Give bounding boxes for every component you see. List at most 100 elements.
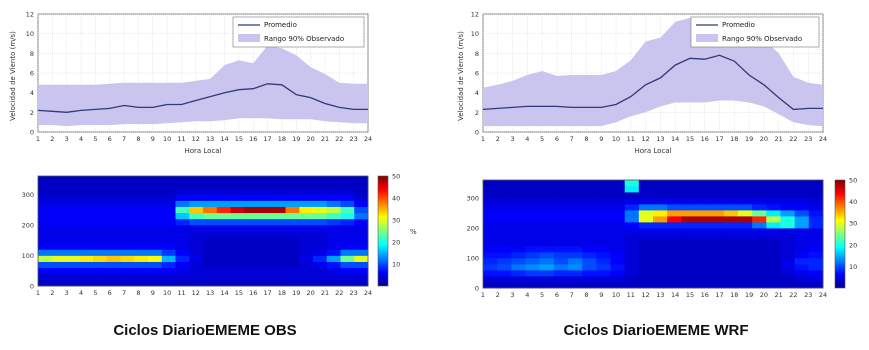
heatmap-cell	[568, 282, 583, 289]
heatmap-cell	[511, 240, 526, 247]
heatmap-cell	[610, 246, 626, 253]
heatmap-cell	[738, 186, 753, 193]
heatmap-cell	[497, 192, 512, 199]
heatmap-cell	[326, 267, 341, 275]
heatmap-cell	[354, 255, 369, 262]
heatmap-cell	[161, 224, 176, 232]
heatmap-cell	[568, 186, 583, 193]
heatmap-cell	[624, 222, 640, 229]
heatmap-cell	[709, 252, 725, 259]
heatmap-cell	[38, 224, 53, 232]
heatmap-cell	[638, 180, 654, 187]
heatmap-cell	[313, 261, 328, 269]
heatmap-cell	[766, 186, 781, 193]
heatmap-cell	[596, 198, 611, 205]
heatmap-cell	[38, 279, 53, 287]
heatmap-cell	[216, 261, 231, 269]
y-tick-label: 200	[22, 221, 34, 229]
heatmap-cell	[134, 273, 149, 281]
heatmap-cell	[271, 237, 286, 244]
heatmap-cell	[79, 255, 94, 262]
heatmap-cell	[483, 282, 498, 289]
heatmap-cell	[134, 176, 149, 183]
heatmap-cell	[653, 180, 668, 187]
heatmap-cell	[326, 255, 341, 262]
heatmap-cell	[93, 231, 108, 238]
heatmap-cell	[175, 279, 190, 287]
heatmap-cell	[511, 246, 526, 253]
heatmap-cell	[539, 282, 555, 289]
heatmap-cell	[624, 204, 640, 211]
heatmap-cell	[203, 200, 218, 207]
colorbar-tick-label: 20	[849, 241, 857, 249]
heatmap-cell	[483, 246, 498, 253]
heatmap-cell	[738, 264, 753, 271]
heatmap-cell	[299, 261, 314, 269]
heatmap-cell	[483, 216, 498, 223]
heatmap-cell	[299, 182, 314, 189]
x-tick-label: 15	[686, 291, 694, 299]
x-tick-label: 20	[306, 135, 314, 143]
heatmap-cell	[65, 237, 80, 244]
heatmap-cell	[203, 231, 218, 238]
heatmap-cell	[780, 186, 796, 193]
heatmap-cell	[653, 234, 668, 241]
heatmap-cell	[723, 180, 739, 187]
heatmap-cell	[568, 264, 583, 271]
heatmap-cell	[175, 212, 190, 220]
heatmap-cell	[653, 216, 668, 223]
heatmap-cell	[326, 261, 341, 269]
wrf-yticks: 0 2 4 6 8 10 12	[471, 11, 479, 137]
heatmap-cell	[326, 249, 341, 256]
heatmap-cell	[38, 267, 53, 275]
heatmap-cell	[175, 218, 190, 226]
heatmap-cell	[106, 224, 121, 232]
obs-wind-speed-chart: Velocidad de Viento (m/s) 1 2 3 4 5 6 7 8 9 10 11 1…	[9, 11, 372, 156]
heatmap-cell	[106, 261, 121, 269]
heatmap-cell	[511, 228, 526, 235]
heatmap-cell	[65, 224, 80, 232]
heatmap-cell	[794, 228, 810, 235]
heatmap-cell	[203, 273, 218, 281]
heatmap-cell	[695, 282, 711, 289]
heatmap-cell	[51, 273, 66, 281]
obs-heatmap-yticks: 0 100 200 300	[22, 191, 34, 291]
heatmap-cell	[695, 192, 711, 199]
wrf-legend-entry-range: Rango 90% Observado	[722, 35, 802, 43]
heatmap-cell	[340, 231, 355, 238]
wrf-heatmap-frame	[482, 179, 824, 289]
heatmap-cell	[483, 240, 498, 247]
x-tick-label: 22	[335, 289, 343, 297]
obs-caption: Ciclos DiarioEMEME OBS	[113, 322, 297, 339]
heatmap-cell	[313, 206, 328, 214]
wrf-mean-line	[482, 54, 823, 111]
heatmap-cell	[695, 240, 711, 247]
heatmap-cell	[780, 264, 796, 271]
heatmap-cell	[244, 231, 259, 238]
heatmap-cell	[65, 182, 80, 189]
colorbar-tick-label: 30	[392, 217, 400, 225]
heatmap-cell	[326, 176, 341, 183]
heatmap-cell	[638, 204, 654, 211]
heatmap-cell	[175, 182, 190, 189]
heatmap-cell	[299, 206, 314, 214]
heatmap-cell	[93, 182, 108, 189]
heatmap-cell	[38, 200, 53, 207]
heatmap-cell	[738, 216, 753, 223]
y-tick-label: 6	[30, 70, 34, 78]
heatmap-cell	[738, 228, 753, 235]
heatmap-cell	[203, 279, 218, 287]
heatmap-cell	[244, 194, 259, 201]
heatmap-cell	[51, 267, 66, 275]
heatmap-cell	[568, 234, 583, 241]
heatmap-cell	[808, 216, 824, 223]
heatmap-cell	[525, 180, 541, 187]
heatmap-cell	[161, 273, 176, 281]
heatmap-cell	[525, 264, 541, 271]
heatmap-cell	[610, 180, 626, 187]
heatmap-cell	[189, 243, 204, 250]
heatmap-cell	[766, 252, 781, 259]
heatmap-cell	[539, 216, 555, 223]
heatmap-cell	[638, 240, 654, 247]
heatmap-cell	[723, 276, 739, 283]
